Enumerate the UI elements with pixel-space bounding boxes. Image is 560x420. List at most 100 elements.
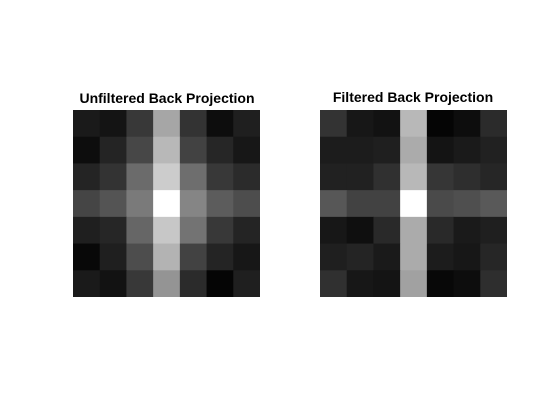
heatmap-cell-r6-c5	[206, 270, 234, 297]
heatmap-cell-r1-c6	[480, 136, 507, 164]
heatmap-cell-r6-c6	[233, 270, 260, 297]
heatmap-cell-r2-c4	[426, 163, 455, 191]
heatmap-cell-r2-c3	[400, 163, 428, 191]
heatmap-cell-r0-c4	[426, 110, 455, 138]
heatmap-cell-r5-c2	[126, 243, 154, 271]
heatmap-cell-r1-c0	[73, 136, 101, 164]
heatmap-cell-r1-c2	[373, 136, 401, 164]
heatmap-cell-r2-c1	[99, 163, 127, 191]
heatmap-cell-r3-c2	[373, 190, 401, 218]
heatmap-cell-r4-c1	[99, 216, 127, 245]
heatmap-cell-r3-c3	[153, 190, 181, 218]
heatmap-cell-r5-c2	[373, 243, 401, 271]
heatmap-cell-r5-c6	[480, 243, 507, 271]
heatmap-cell-r2-c4	[179, 163, 208, 191]
heatmap-cell-r1-c3	[153, 136, 181, 164]
heatmap-cell-r3-c2	[126, 190, 154, 218]
heatmap-cell-r5-c5	[206, 243, 234, 271]
heatmap-cell-r1-c6	[233, 136, 260, 164]
heatmap-cell-r6-c2	[126, 270, 154, 297]
heatmap-cell-r0-c0	[320, 110, 348, 138]
heatmap-cell-r1-c5	[453, 136, 481, 164]
heatmap-cell-r3-c3	[400, 190, 428, 218]
heatmap-cell-r0-c6	[480, 110, 507, 138]
heatmap-unfiltered	[73, 110, 260, 297]
heatmap-cell-r5-c1	[99, 243, 127, 271]
heatmap-cell-r4-c5	[453, 216, 481, 245]
heatmap-cell-r2-c6	[233, 163, 260, 191]
heatmap-cell-r6-c4	[179, 270, 208, 297]
heatmap-cell-r6-c0	[320, 270, 348, 297]
heatmap-cell-r3-c6	[233, 190, 260, 218]
heatmap-cell-r3-c6	[480, 190, 507, 218]
heatmap-cell-r6-c6	[480, 270, 507, 297]
heatmap-cell-r3-c0	[320, 190, 348, 218]
heatmap-cell-r3-c5	[206, 190, 234, 218]
heatmap-cell-r3-c5	[453, 190, 481, 218]
heatmap-cell-r3-c4	[426, 190, 455, 218]
heatmap-cell-r0-c2	[373, 110, 401, 138]
heatmap-cell-r1-c5	[206, 136, 234, 164]
heatmap-cell-r2-c2	[373, 163, 401, 191]
heatmap-cell-r1-c3	[400, 136, 428, 164]
heatmap-cell-r4-c2	[126, 216, 154, 245]
heatmap-cell-r5-c0	[73, 243, 101, 271]
heatmap-cell-r5-c3	[153, 243, 181, 271]
heatmap-cell-r3-c4	[179, 190, 208, 218]
heatmap-cell-r6-c3	[400, 270, 428, 297]
heatmap-cell-r5-c4	[426, 243, 455, 271]
chart-title-filtered: Filtered Back Projection	[332, 89, 494, 105]
heatmap-cell-r0-c2	[126, 110, 154, 138]
heatmap-cell-r6-c1	[346, 270, 374, 297]
heatmap-cell-r5-c3	[400, 243, 428, 271]
heatmap-cell-r4-c1	[346, 216, 374, 245]
heatmap-cell-r6-c3	[153, 270, 181, 297]
heatmap-cell-r2-c2	[126, 163, 154, 191]
heatmap-cell-r2-c0	[73, 163, 101, 191]
heatmap-cell-r5-c4	[179, 243, 208, 271]
heatmap-cell-r0-c4	[179, 110, 208, 138]
heatmap-cell-r6-c5	[453, 270, 481, 297]
heatmap-cell-r0-c6	[233, 110, 260, 138]
heatmap-cell-r4-c5	[206, 216, 234, 245]
heatmap-cell-r1-c1	[99, 136, 127, 164]
heatmap-cell-r1-c2	[126, 136, 154, 164]
heatmap-cell-r0-c5	[206, 110, 234, 138]
heatmap-cell-r0-c1	[99, 110, 127, 138]
heatmap-cell-r6-c4	[426, 270, 455, 297]
heatmap-cell-r4-c3	[400, 216, 428, 245]
heatmap-cell-r4-c0	[320, 216, 348, 245]
heatmap-cell-r3-c0	[73, 190, 101, 218]
heatmap-cell-r5-c5	[453, 243, 481, 271]
heatmap-cell-r6-c2	[373, 270, 401, 297]
heatmap-cell-r4-c6	[233, 216, 260, 245]
heatmap-cell-r3-c1	[99, 190, 127, 218]
heatmap-cell-r6-c0	[73, 270, 101, 297]
heatmap-cell-r4-c4	[179, 216, 208, 245]
heatmap-cell-r2-c0	[320, 163, 348, 191]
heatmap-cell-r5-c1	[346, 243, 374, 271]
heatmap-cell-r4-c2	[373, 216, 401, 245]
heatmap-cell-r1-c4	[179, 136, 208, 164]
heatmap-cell-r3-c1	[346, 190, 374, 218]
heatmap-cell-r0-c0	[73, 110, 101, 138]
heatmap-cell-r5-c6	[233, 243, 260, 271]
heatmap-cell-r4-c6	[480, 216, 507, 245]
heatmap-cell-r4-c4	[426, 216, 455, 245]
heatmap-cell-r2-c6	[480, 163, 507, 191]
heatmap-cell-r2-c1	[346, 163, 374, 191]
heatmap-cell-r1-c4	[426, 136, 455, 164]
heatmap-cell-r2-c5	[453, 163, 481, 191]
heatmap-cell-r0-c5	[453, 110, 481, 138]
heatmap-filtered	[320, 110, 507, 297]
chart-title-unfiltered: Unfiltered Back Projection	[79, 90, 255, 106]
heatmap-cell-r0-c3	[400, 110, 428, 138]
heatmap-cell-r0-c3	[153, 110, 181, 138]
heatmap-cell-r4-c3	[153, 216, 181, 245]
heatmap-cell-r6-c1	[99, 270, 127, 297]
heatmap-cell-r2-c5	[206, 163, 234, 191]
heatmap-cell-r0-c1	[346, 110, 374, 138]
heatmap-cell-r1-c1	[346, 136, 374, 164]
heatmap-cell-r2-c3	[153, 163, 181, 191]
heatmap-cell-r1-c0	[320, 136, 348, 164]
